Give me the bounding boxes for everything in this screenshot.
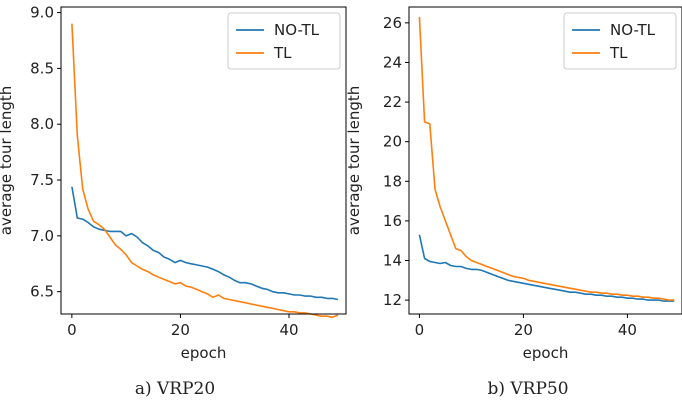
x-tick-label: 0 — [67, 321, 77, 339]
legend-label-no-tl: NO-TL — [274, 21, 320, 39]
x-tick-label: 40 — [618, 321, 637, 339]
y-tick-label: 8.0 — [30, 115, 54, 133]
legend-label-tl: TL — [609, 44, 628, 62]
y-axis-label: average tour length — [345, 86, 363, 236]
series-line-tl — [418, 16, 675, 301]
y-tick-label: 16 — [383, 212, 402, 230]
y-tick-label: 22 — [383, 93, 402, 111]
y-tick-label: 26 — [383, 14, 402, 32]
y-tick-label: 7.5 — [30, 171, 54, 189]
y-tick-label: 7.0 — [30, 227, 54, 245]
y-tick-label: 24 — [383, 53, 402, 71]
x-axis-label: epoch — [181, 344, 227, 362]
plot-frame — [408, 6, 682, 315]
chart-vrp50: 0 20 40 12 14 16 18 20 22 24 26 epoch average tour l… — [345, 6, 682, 399]
y-tick-label: 14 — [383, 252, 402, 270]
legend-box — [227, 12, 341, 70]
y-axis-label: average tour length — [0, 86, 15, 236]
x-tick-label: 0 — [415, 321, 425, 339]
chart-vrp20: 0 20 40 6.5 7.0 7.5 8.0 8.5 9.0 epoch average tour… — [0, 4, 347, 399]
y-tick-label: 12 — [383, 291, 402, 309]
y-tick-label: 9.0 — [30, 4, 54, 22]
x-tick-label: 20 — [171, 321, 190, 339]
y-tick-label: 20 — [383, 133, 402, 151]
figure-caption: a) VRP20 — [135, 379, 215, 399]
y-tick-label: 6.5 — [30, 283, 54, 301]
series-line-no-tl — [71, 186, 339, 301]
y-tick-label: 18 — [383, 172, 402, 190]
series-line-tl — [71, 23, 339, 319]
y-tick-label: 8.5 — [30, 59, 54, 77]
legend-label-no-tl: NO-TL — [610, 21, 656, 39]
x-tick-label: 40 — [279, 321, 298, 339]
x-tick-label: 20 — [514, 321, 533, 339]
series-line-no-tl — [418, 234, 675, 302]
legend-label-tl: TL — [273, 44, 292, 62]
plot-frame — [60, 6, 347, 315]
x-axis-label: epoch — [523, 344, 569, 362]
figure-caption: b) VRP50 — [487, 379, 568, 399]
legend-box — [563, 12, 677, 70]
